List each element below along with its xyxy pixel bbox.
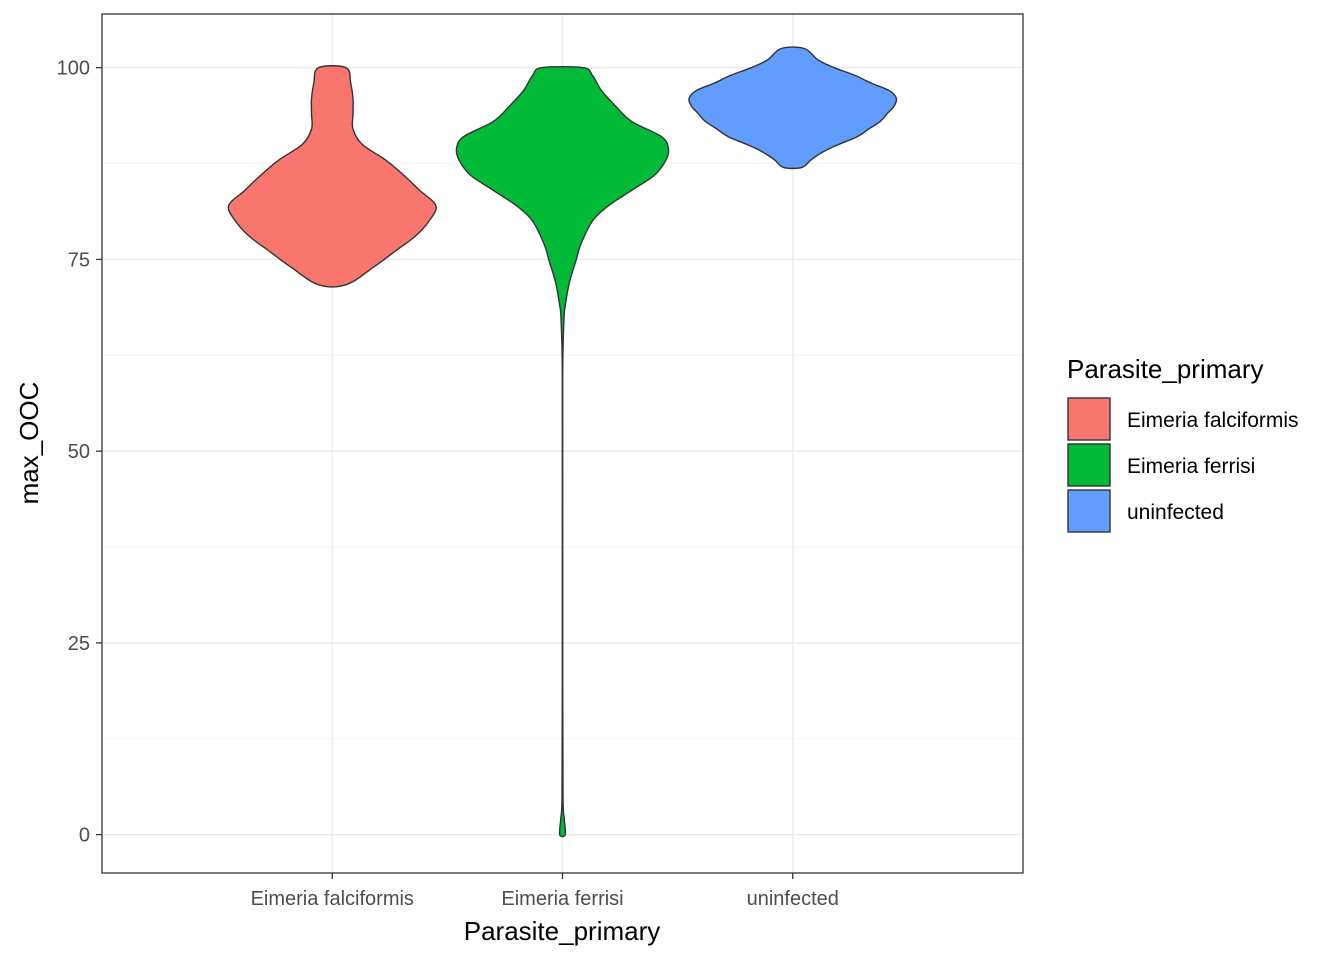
legend-key-label: uninfected: [1127, 501, 1224, 524]
legend: Parasite_primary Eimeria falciformis Eime…: [1067, 354, 1299, 533]
legend-title: Parasite_primary: [1067, 354, 1264, 384]
violin-eimeria-falciformis: [227, 65, 437, 288]
violin-eimeria-ferrisi: [455, 66, 670, 838]
legend-key-swatch: [1067, 397, 1111, 441]
y-tick-label: 25: [68, 633, 90, 655]
legend-key-swatch: [1067, 443, 1111, 487]
y-axis-title: max_OOC: [14, 382, 44, 505]
x-tick-label: uninfected: [747, 888, 839, 910]
x-tick-label: Eimeria ferrisi: [501, 888, 623, 910]
y-tick-label: 0: [79, 825, 90, 847]
x-axis-title: Parasite_primary: [464, 916, 661, 946]
x-tick-label: Eimeria falciformis: [251, 888, 414, 910]
legend-key-label: Eimeria ferrisi: [1127, 455, 1255, 478]
y-tick-label: 100: [57, 58, 90, 80]
y-tick-label: 50: [68, 441, 90, 463]
violins: [227, 46, 898, 838]
legend-key-label: Eimeria falciformis: [1127, 409, 1299, 432]
y-tick-label: 75: [68, 249, 90, 271]
legend-key-swatch: [1067, 489, 1111, 533]
violin-uninfected: [688, 46, 898, 170]
axes: 0 25 50 75 100 Eimeria falciformis Eimeria fer…: [57, 58, 839, 910]
